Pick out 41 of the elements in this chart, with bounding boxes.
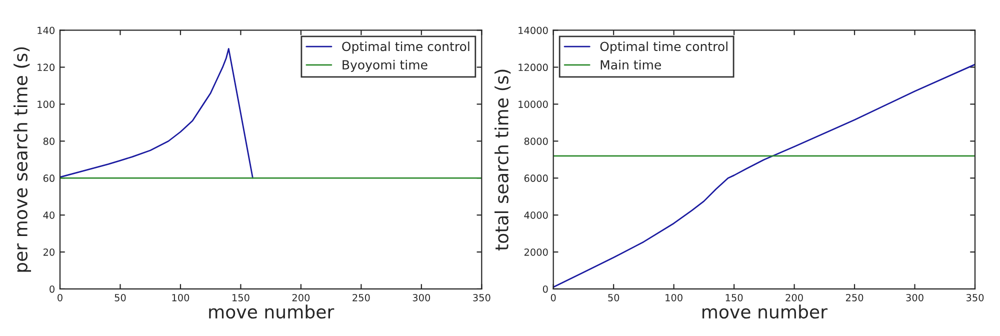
x-tick-label: 150 [726,294,743,302]
x-tick-label: 250 [352,294,370,302]
y-tick-label: 12000 [518,64,548,72]
x-tick-label: 100 [666,294,682,302]
y-tick-label: 2000 [524,248,548,256]
legend-label: Byoyomi time [342,60,428,72]
x-axis-title: move number [702,304,828,319]
x-tick-label: 0 [58,294,62,302]
y-tick-label: 10000 [518,100,548,108]
legend-label: Optimal time control [342,41,470,54]
x-tick-label: 50 [114,294,126,302]
y-tick-label: 40 [43,212,54,219]
x-tick-label: 150 [232,294,250,302]
x-tick-label: 0 [550,294,556,302]
x-tick-label: 350 [966,294,984,302]
y-axis-title: total search time (s) [494,70,511,250]
legend-label: Optimal time control [600,41,728,54]
x-tick-label: 200 [786,294,803,302]
y-tick-label: 0 [50,285,54,293]
y-tick-label: 120 [38,64,54,72]
x-tick-label: 200 [292,294,310,302]
y-axis-title: per move search time (s) [14,47,32,272]
x-tick-label: 300 [906,294,924,302]
y-tick-label: 140 [38,26,54,34]
x-tick-label: 50 [608,294,620,302]
y-tick-label: 14000 [518,26,548,34]
line-series [60,48,254,179]
x-tick-label: 300 [412,294,430,302]
x-tick-label: 350 [473,294,490,302]
y-tick-label: 100 [38,100,54,108]
y-tick-label: 8000 [524,138,548,145]
y-tick-label: 4000 [524,212,548,219]
legend-label: Main time [600,60,661,70]
y-tick-label: 60 [43,174,54,182]
y-tick-label: 20 [43,248,54,256]
y-tick-label: 80 [43,138,54,145]
x-axis-title: move number [209,304,334,319]
x-tick-label: 250 [846,294,864,302]
y-tick-label: 0 [542,285,548,293]
x-tick-label: 100 [172,294,190,302]
y-tick-label: 6000 [524,174,548,182]
